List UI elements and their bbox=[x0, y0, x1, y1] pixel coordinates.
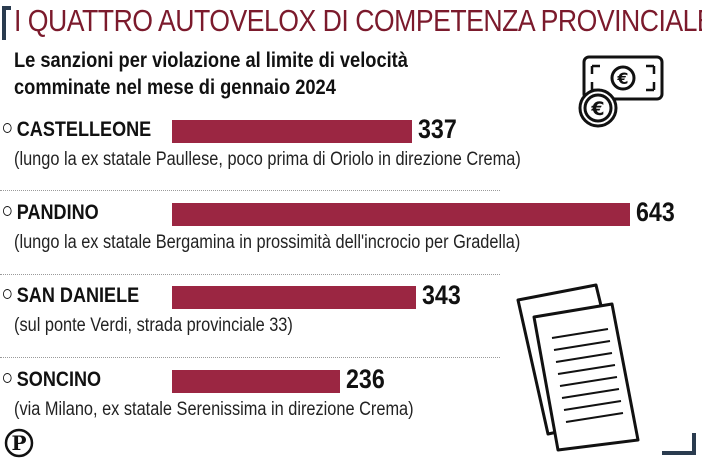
bullet-circle-icon bbox=[3, 206, 12, 216]
publisher-logo-icon: P bbox=[4, 428, 34, 458]
category-label: SONCINO bbox=[3, 368, 101, 392]
bullet-circle-icon bbox=[3, 123, 12, 133]
row-separator bbox=[0, 357, 500, 358]
svg-text:€: € bbox=[616, 69, 628, 88]
chart-title: I QUATTRO AUTOVELOX DI COMPETENZA PROVIN… bbox=[14, 3, 702, 38]
location-note: (sul ponte Verdi, strada provinciale 33) bbox=[14, 315, 293, 336]
category-label: PANDINO bbox=[3, 201, 99, 225]
corner-bracket-bottom-right bbox=[662, 433, 696, 455]
location-note: (lungo la ex statale Paullese, poco prim… bbox=[14, 149, 521, 170]
bullet-circle-icon bbox=[3, 289, 12, 299]
category-name: SAN DANIELE bbox=[16, 284, 140, 307]
subtitle-line-2: comminate nel mese di gennaio 2024 bbox=[14, 76, 336, 99]
category-name: SONCINO bbox=[16, 368, 102, 391]
location-note: (via Milano, ex statale Serenissima in d… bbox=[14, 399, 414, 420]
euro-banknote-coins-icon: € € bbox=[578, 55, 664, 128]
bar bbox=[172, 120, 412, 143]
documents-icon bbox=[516, 283, 640, 452]
subtitle-line-1: Le sanzioni per violazione al limite di … bbox=[14, 49, 408, 72]
bar bbox=[172, 370, 340, 393]
bar-value-label: 236 bbox=[346, 364, 385, 394]
category-label: SAN DANIELE bbox=[3, 284, 139, 308]
chart-subtitle: Le sanzioni per violazione al limite di … bbox=[14, 47, 408, 101]
bullet-circle-icon bbox=[3, 373, 12, 383]
row-separator bbox=[0, 190, 500, 191]
bar-value-label: 643 bbox=[636, 197, 675, 227]
svg-text:P: P bbox=[11, 431, 26, 455]
category-name: CASTELLEONE bbox=[16, 118, 152, 141]
row-separator bbox=[0, 274, 500, 275]
svg-text:€: € bbox=[590, 98, 604, 120]
bar bbox=[172, 286, 416, 309]
category-label: CASTELLEONE bbox=[3, 118, 151, 142]
category-name: PANDINO bbox=[16, 201, 99, 224]
corner-bracket-top-left bbox=[2, 6, 11, 40]
bar-value-label: 343 bbox=[422, 280, 461, 310]
bar-value-label: 337 bbox=[418, 114, 457, 144]
location-note: (lungo la ex statale Bergamina in prossi… bbox=[14, 232, 521, 253]
bar bbox=[172, 203, 630, 226]
